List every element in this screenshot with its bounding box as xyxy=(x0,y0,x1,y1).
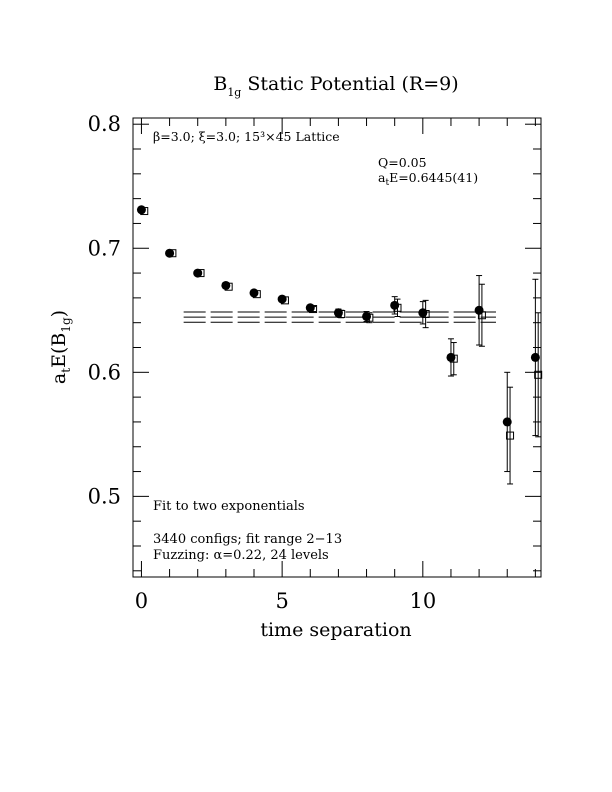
data-point-circle xyxy=(530,352,540,362)
fit-annotation: Fit to two exponentials xyxy=(153,499,305,514)
y-tick-label: 0.8 xyxy=(88,112,121,136)
x-axis-label: time separation xyxy=(260,619,411,641)
data-point-square xyxy=(506,431,515,440)
data-point-circle xyxy=(502,417,512,427)
lattice-annotation: β=3.0; ξ=3.0; 15³×45 Lattice xyxy=(153,129,340,144)
data-point-square xyxy=(168,249,177,258)
y-tick-label: 0.7 xyxy=(88,236,121,260)
data-point-square xyxy=(337,310,346,319)
data-point-square xyxy=(393,303,402,312)
data-point-square xyxy=(534,370,543,379)
data-point-square xyxy=(140,207,149,216)
data-point-square xyxy=(421,310,430,319)
fuzzing-annotation: Fuzzing: α=0.22, 24 levels xyxy=(153,548,329,563)
data-points xyxy=(136,205,543,485)
data-point-square xyxy=(449,354,458,363)
data-point-circle xyxy=(390,300,400,310)
data-point-square xyxy=(280,296,289,305)
data-point-square xyxy=(477,311,486,320)
data-point-circle xyxy=(221,280,231,290)
axis-ticks xyxy=(133,118,541,577)
x-tick-label: 5 xyxy=(275,589,288,613)
data-point-square xyxy=(309,305,318,314)
data-point-circle xyxy=(474,305,484,315)
y-axis-label: atE(B1g) xyxy=(48,310,73,384)
data-point-circle xyxy=(165,248,175,258)
y-tick-labels: 0.5 0.6 0.7 0.8 xyxy=(88,112,121,508)
chart-title: B1g Static Potential (R=9) xyxy=(213,73,458,99)
data-point-circle xyxy=(249,288,259,298)
data-point-square xyxy=(252,290,261,299)
data-point-circle xyxy=(277,294,287,304)
data-point-circle xyxy=(136,205,146,215)
x-tick-labels: 0 5 10 xyxy=(135,589,436,613)
data-point-square xyxy=(196,269,205,278)
data-point-square xyxy=(365,313,374,322)
x-tick-label: 10 xyxy=(409,589,436,613)
configs-annotation: 3440 configs; fit range 2−13 xyxy=(153,532,342,547)
data-point-square xyxy=(224,282,233,291)
y-tick-label: 0.6 xyxy=(88,360,121,384)
energy-annotation: atE=0.6445(41) xyxy=(378,170,478,188)
y-tick-label: 0.5 xyxy=(88,484,121,508)
x-tick-label: 0 xyxy=(135,589,148,613)
q-annotation: Q=0.05 xyxy=(378,155,427,170)
data-point-circle xyxy=(193,268,203,278)
